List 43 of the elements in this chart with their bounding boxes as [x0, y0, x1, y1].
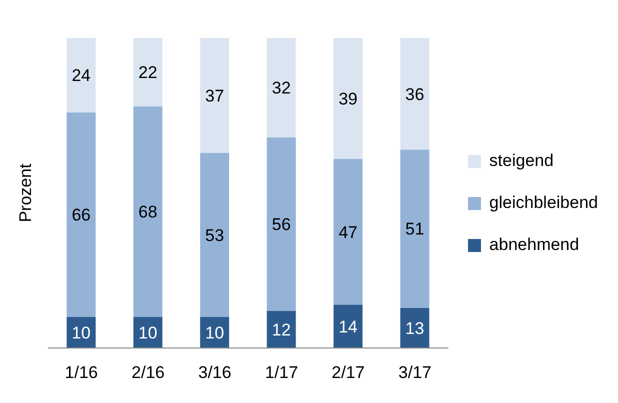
bar	[400, 150, 430, 308]
legend-label: abnehmend	[489, 235, 580, 255]
bar	[133, 38, 162, 106]
data-label: 68	[138, 202, 158, 222]
data-label: 24	[72, 66, 91, 86]
bar	[334, 38, 363, 159]
y-axis-title: Prozent	[16, 163, 36, 222]
data-label: 47	[338, 222, 358, 242]
data-label: 32	[272, 78, 291, 98]
data-label: 14	[338, 317, 358, 336]
x-tick-label: 3/16	[198, 363, 232, 382]
data-label: 56	[272, 215, 291, 234]
data-label: 10	[72, 324, 91, 343]
data-label: 37	[205, 86, 224, 106]
data-label: 66	[72, 206, 91, 225]
data-label: 13	[405, 318, 424, 338]
data-label: 10	[205, 324, 224, 343]
bar	[400, 308, 430, 348]
bar	[334, 304, 363, 348]
legend-label: steigend	[489, 151, 554, 171]
data-label: 12	[272, 320, 291, 340]
data-label: 39	[338, 89, 358, 108]
bar	[400, 38, 430, 150]
x-tick-label: 3/17	[398, 363, 432, 382]
x-tick-label: 1/16	[64, 363, 98, 382]
data-label: 36	[405, 84, 424, 104]
bar	[200, 152, 230, 317]
legend-label: gleichbleibend	[489, 193, 598, 213]
x-tick-label: 2/16	[132, 363, 165, 382]
data-label: 10	[138, 324, 158, 343]
bar	[266, 137, 296, 311]
bar	[66, 38, 96, 112]
bar	[266, 38, 296, 138]
data-label: 51	[405, 220, 424, 239]
bar	[334, 158, 363, 305]
bar	[133, 106, 162, 317]
data-label: 53	[205, 226, 224, 245]
data-label: 22	[138, 63, 158, 82]
bar	[66, 112, 96, 317]
bar	[266, 310, 296, 348]
x-tick-label: 2/17	[332, 363, 365, 382]
x-tick-label: 1/17	[264, 363, 298, 382]
bar	[200, 38, 230, 153]
